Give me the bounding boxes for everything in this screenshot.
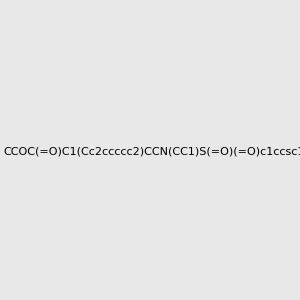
Text: CCOC(=O)C1(Cc2ccccc2)CCN(CC1)S(=O)(=O)c1ccsc1: CCOC(=O)C1(Cc2ccccc2)CCN(CC1)S(=O)(=O)c1… xyxy=(3,146,300,157)
